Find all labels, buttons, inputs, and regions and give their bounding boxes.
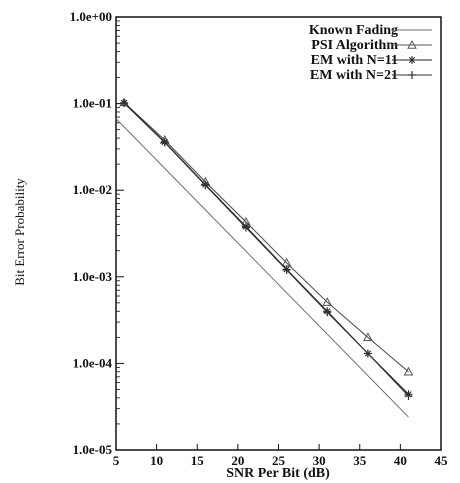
series-marker: [363, 349, 372, 358]
series-marker: [323, 308, 332, 317]
plot-series: [115, 97, 414, 418]
y-tick-label: 1.0e-02: [73, 182, 112, 197]
legend-label: PSI Algorithm: [311, 38, 398, 53]
series-line: [123, 102, 409, 373]
x-tick-label: 40: [394, 453, 407, 468]
series-marker: [160, 138, 169, 147]
series-marker: [408, 56, 416, 64]
x-tick-label: 10: [150, 453, 163, 468]
series-marker: [120, 99, 129, 108]
series-marker: [363, 332, 373, 342]
x-tick-label: 35: [353, 453, 367, 468]
series-marker: [404, 392, 413, 401]
x-axis: 5 10 15 20 25 30 35 40 45: [113, 444, 448, 468]
series-marker: [407, 39, 417, 49]
series-marker: [403, 366, 414, 376]
legend-label: EM with N=21: [310, 68, 398, 83]
series-em-with-n-21: [120, 99, 413, 401]
y-axis: 1.0e+00 1.0e-01 1.0e-02 1.0e-03 1.0e-04 1.0e-…: [70, 9, 124, 457]
x-tick-label: 45: [435, 453, 449, 468]
series-marker: [322, 297, 333, 306]
y-tick-label: 1.0e-03: [73, 269, 113, 284]
series-marker: [408, 71, 416, 79]
y-axis-title: Bit Error Probability: [12, 178, 27, 286]
y-tick-label: 1.0e+00: [70, 9, 112, 24]
x-tick-label: 30: [313, 453, 326, 468]
x-tick-label: 25: [272, 453, 286, 468]
series-marker: [242, 223, 250, 232]
series-marker: [201, 181, 210, 190]
x-tick-label: 15: [191, 453, 205, 468]
x-tick-label: 5: [113, 453, 120, 468]
legend-label: EM with N=11: [311, 53, 398, 68]
series-psi-algorithm: [119, 97, 414, 376]
x-tick-label: 20: [231, 453, 244, 468]
series-line: [123, 102, 409, 397]
y-tick-label: 1.0e-01: [73, 96, 112, 111]
x-axis-title: SNR Per Bit (dB): [226, 466, 330, 481]
y-tick-label: 1.0e-05: [73, 442, 113, 457]
series-marker: [282, 265, 291, 274]
series-known-fading: [115, 118, 409, 418]
y-tick-label: 1.0e-04: [73, 355, 113, 370]
series-line: [115, 118, 409, 418]
legend-label: Known Fading: [309, 23, 398, 38]
